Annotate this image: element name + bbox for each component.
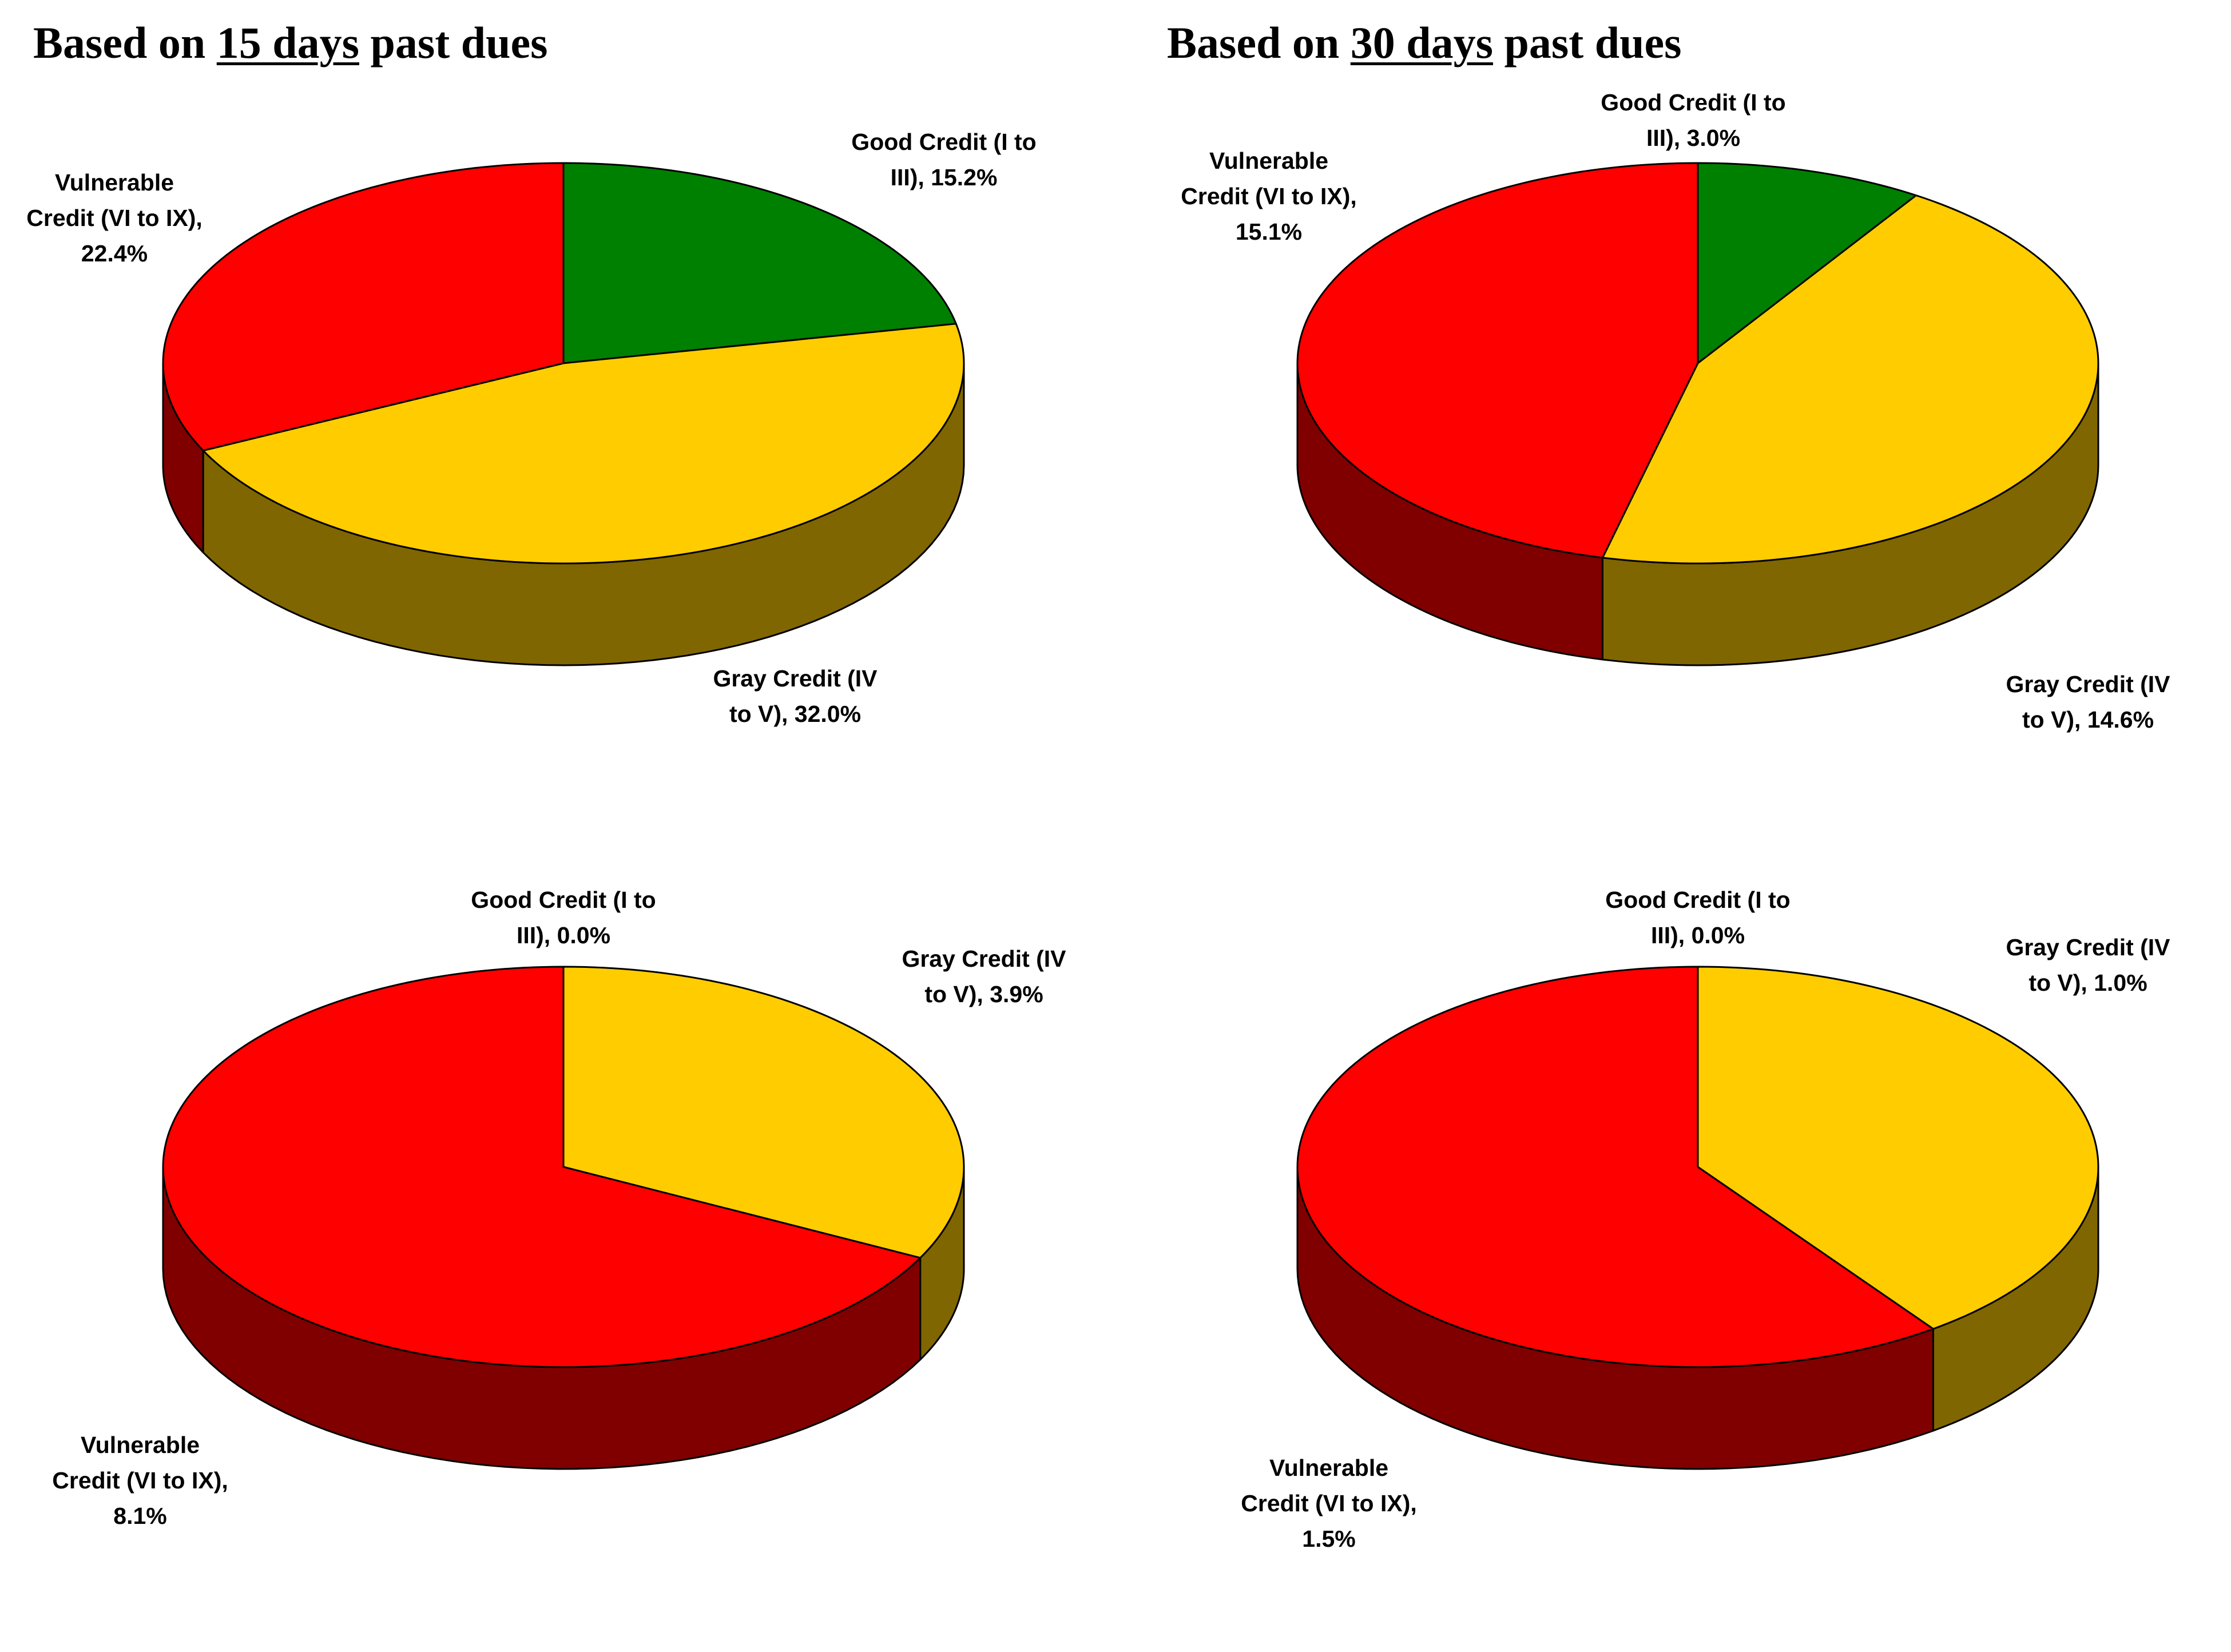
gray-slice-4: [1697, 966, 2099, 1330]
data-label-line: 15.1%: [1236, 219, 1302, 245]
good-data-label-4: Good Credit (I to III), 0.0%: [1605, 887, 1790, 948]
vulnerable-data-label-3: Vulnerable Credit (VI to IX), 8.1%: [52, 1432, 228, 1529]
data-label-line: Vulnerable: [1269, 1455, 1388, 1481]
data-label-line: Good Credit (I to: [851, 129, 1036, 155]
title-suffix: past dues: [359, 18, 548, 67]
gray-data-label-1: Gray Credit (IV to V), 32.0%: [713, 665, 878, 727]
data-label-line: Vulnerable: [55, 169, 174, 196]
vulnerable-data-label-1: Vulnerable Credit (VI to IX), 22.4%: [26, 169, 203, 267]
title-prefix: Based on: [33, 18, 217, 67]
data-label-line: Credit (VI to IX),: [52, 1467, 228, 1494]
chart-title-15-days: Based on 15 days past dues: [33, 17, 547, 69]
good-data-label-2: Good Credit (I to III), 3.0%: [1601, 89, 1785, 151]
title-prefix: Based on: [1167, 18, 1351, 67]
gray-slice-2: [1601, 194, 2099, 565]
gray-data-label-3: Gray Credit (IV to V), 3.9%: [902, 946, 1066, 1007]
data-label-line: Gray Credit (IV: [2006, 934, 2170, 960]
pie-chart-3: Good Credit (I to III), 0.0% Gray Credit (…: [52, 887, 1066, 1529]
data-label-line: Vulnerable: [81, 1432, 200, 1458]
pie-chart-4: Good Credit (I to III), 0.0% Gray Credit (…: [1241, 887, 2170, 1552]
data-label-line: III), 15.2%: [891, 164, 998, 190]
data-label-line: 22.4%: [81, 240, 148, 267]
vulnerable-data-label-4: Vulnerable Credit (VI to IX), 1.5%: [1241, 1455, 1417, 1552]
data-label-line: III), 0.0%: [517, 922, 610, 948]
gray-data-label-4: Gray Credit (IV to V), 1.0%: [2006, 934, 2170, 996]
data-label-line: to V), 3.9%: [924, 981, 1043, 1007]
vulnerable-slice-1: [162, 162, 565, 452]
title-emphasis: 30 days: [1350, 18, 1493, 67]
data-label-line: Good Credit (I to: [471, 887, 656, 913]
title-suffix: past dues: [1493, 18, 1682, 67]
data-label-line: 8.1%: [113, 1503, 166, 1529]
gray-slice-3: [562, 966, 965, 1259]
data-label-line: Good Credit (I to: [1605, 887, 1790, 913]
good-slice-2: [1697, 162, 1918, 364]
vulnerable-slice-2: [1296, 162, 1699, 559]
gray-slice-1: [202, 323, 965, 565]
data-label-line: Credit (VI to IX),: [1241, 1490, 1417, 1516]
good-slice-1: [562, 162, 957, 364]
data-label-line: III), 0.0%: [1651, 922, 1745, 948]
pie-chart-1: Good Credit (I to III), 15.2% Gray Credit …: [26, 129, 1036, 727]
data-label-line: Gray Credit (IV: [713, 665, 878, 692]
pie-chart-2: Good Credit (I to III), 3.0% Gray Credit (…: [1181, 89, 2170, 733]
data-label-line: Vulnerable: [1209, 148, 1328, 174]
data-label-line: to V), 32.0%: [729, 701, 861, 727]
vulnerable-slice-4: [1296, 966, 1934, 1368]
chart-title-30-days: Based on 30 days past dues: [1167, 17, 1681, 69]
good-data-label-1: Good Credit (I to III), 15.2%: [851, 129, 1036, 190]
data-label-line: Gray Credit (IV: [2006, 671, 2170, 697]
vulnerable-data-label-2: Vulnerable Credit (VI to IX), 15.1%: [1181, 148, 1357, 245]
data-label-line: Good Credit (I to: [1601, 89, 1785, 116]
data-label-line: Credit (VI to IX),: [1181, 183, 1357, 209]
good-data-label-3: Good Credit (I to III), 0.0%: [471, 887, 656, 948]
data-label-line: 1.5%: [1302, 1526, 1355, 1552]
data-label-line: Credit (VI to IX),: [26, 205, 203, 231]
title-emphasis: 15 days: [216, 18, 359, 67]
vulnerable-slice-3: [162, 966, 922, 1368]
gray-data-label-2: Gray Credit (IV to V), 14.6%: [2006, 671, 2170, 733]
data-label-line: III), 3.0%: [1646, 125, 1740, 151]
data-label-line: Gray Credit (IV: [902, 946, 1066, 972]
data-label-line: to V), 14.6%: [2022, 706, 2154, 733]
data-label-line: to V), 1.0%: [2028, 970, 2147, 996]
